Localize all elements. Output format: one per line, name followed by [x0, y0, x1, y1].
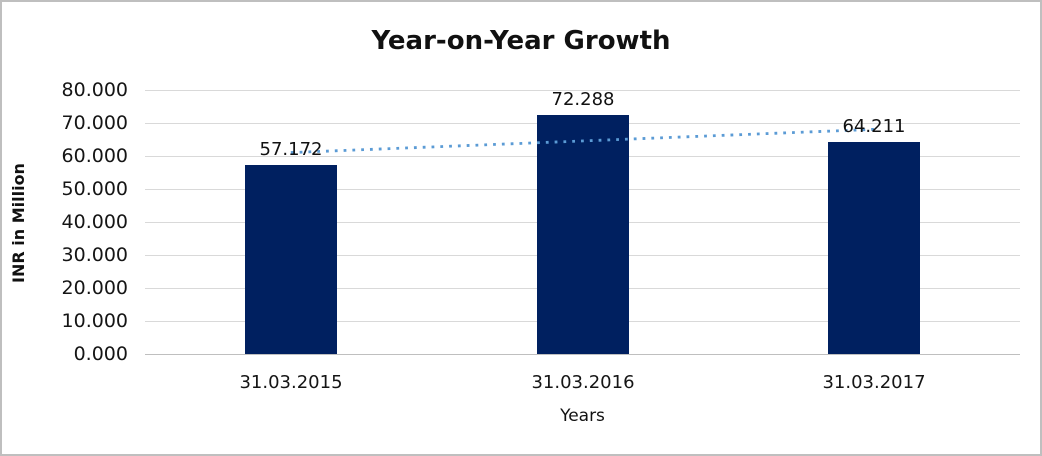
chart-title: Year-on-Year Growth: [371, 26, 671, 56]
bar-data-label: 72.288: [551, 89, 615, 110]
y-tick-label: 30.000: [61, 244, 128, 266]
x-axis-line: [145, 354, 1020, 355]
y-tick-label: 60.000: [61, 145, 128, 167]
plot-area: [145, 90, 1020, 355]
y-tick-label: 40.000: [61, 211, 128, 233]
y-tick-label: 50.000: [61, 178, 128, 200]
y-tick-label: 80.000: [61, 79, 128, 101]
bar: [537, 115, 629, 354]
x-tick-label: 31.03.2016: [531, 372, 635, 393]
gridline: [145, 90, 1020, 91]
y-tick-label: 20.000: [61, 277, 128, 299]
y-tick-label: 10.000: [61, 310, 128, 332]
y-tick-label: 0.000: [73, 343, 128, 365]
bar: [828, 142, 920, 354]
bar: [245, 165, 337, 354]
bar-data-label: 64.211: [842, 116, 906, 137]
x-tick-label: 31.03.2017: [822, 372, 926, 393]
y-tick-label: 70.000: [61, 112, 128, 134]
x-axis-title: Years: [560, 406, 605, 426]
x-tick-label: 31.03.2015: [239, 372, 343, 393]
bar-data-label: 57.172: [259, 139, 323, 160]
